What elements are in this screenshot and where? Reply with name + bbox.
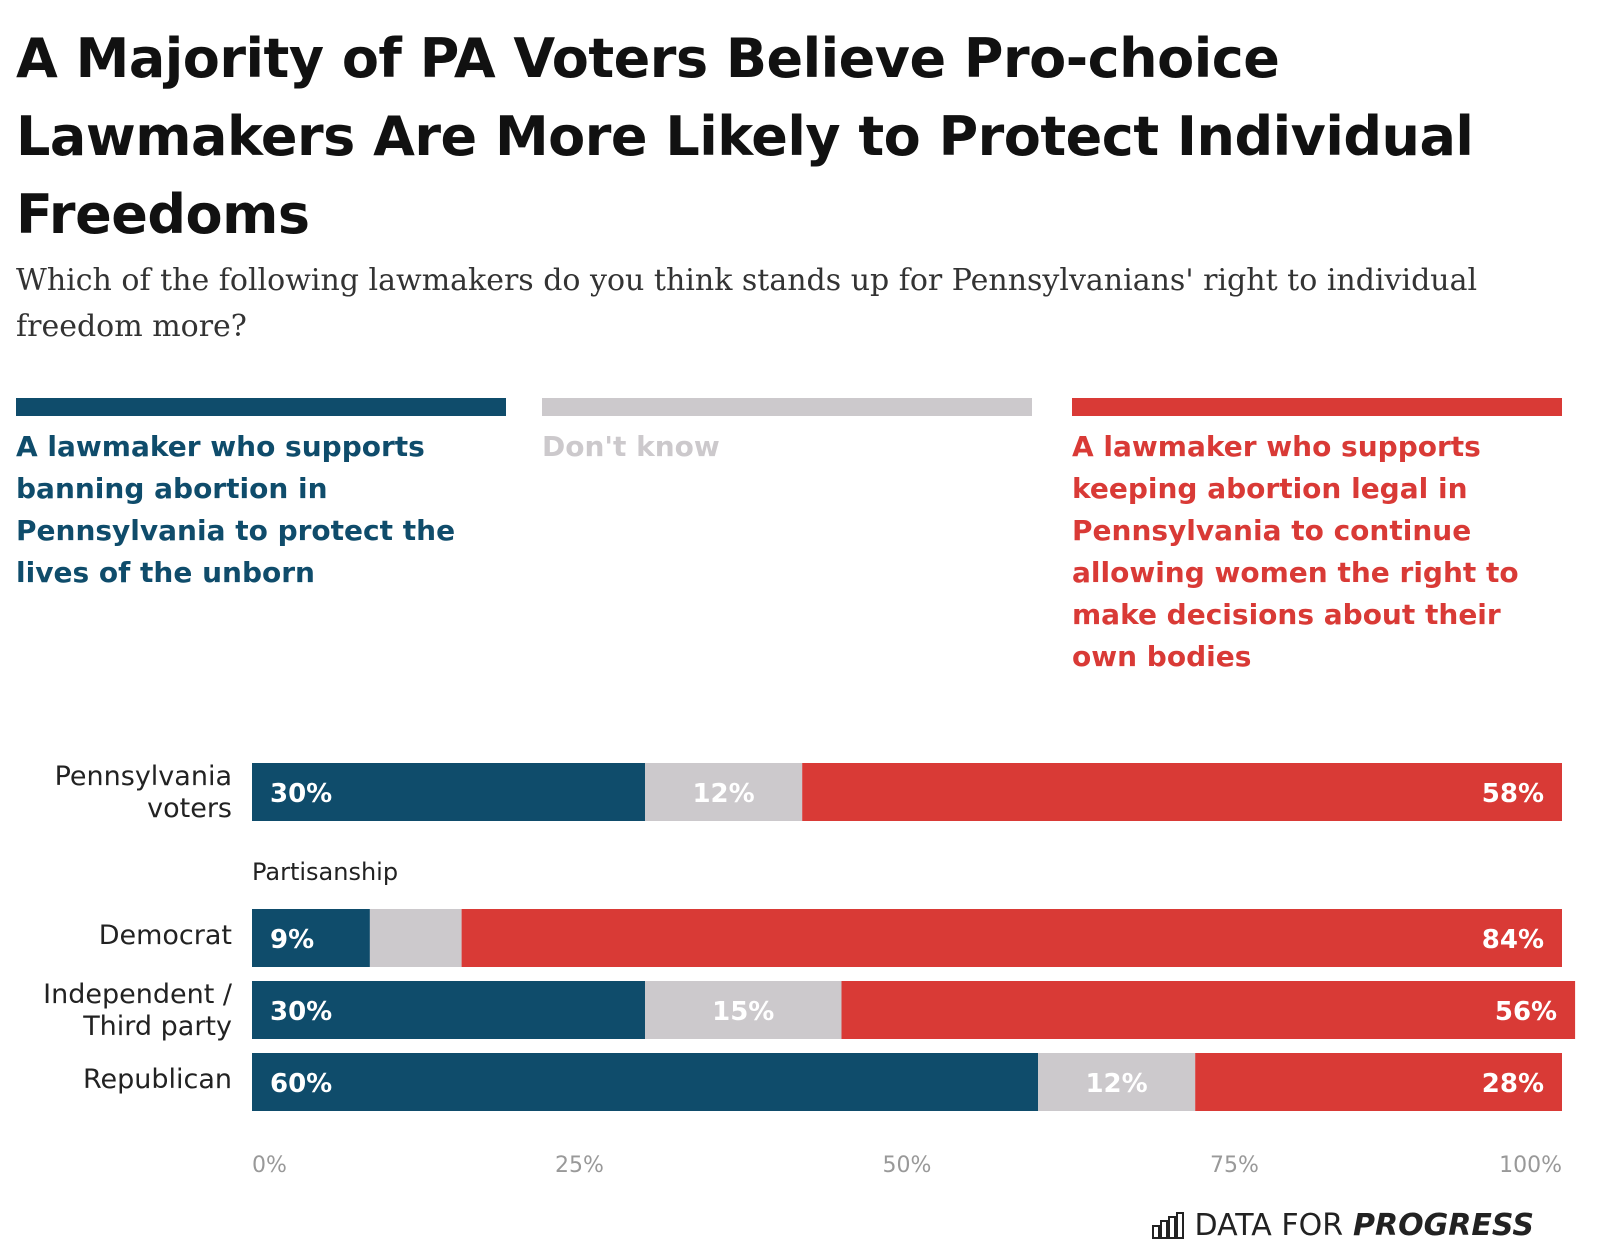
data-label-republican-ban: 60% (270, 1069, 332, 1099)
bar-democrat-ban (252, 909, 370, 967)
row-label-independent: Independent / Third party (43, 979, 232, 1042)
brand-prefix: DATA FOR (1194, 1208, 1344, 1243)
bar-democrat-dont-know (369, 909, 462, 967)
legend-swatch-legal (1072, 398, 1562, 416)
legend-label-ban: A lawmaker who supports banning abortion… (16, 430, 456, 589)
bar-chart-icon (1151, 1211, 1184, 1239)
bar-pennsylvania-voters-dont-know (645, 763, 803, 821)
bar-pennsylvania-voters-legal (802, 763, 1562, 821)
x-tick-label: 50% (883, 1153, 932, 1178)
row-label-pennsylvania-voters: Pennsylvania voters (54, 761, 232, 824)
legend-label-dont-know: Don't know (542, 430, 720, 463)
legend-item-ban: A lawmaker who supports banning abortion… (16, 398, 506, 594)
brand-logo: DATA FOR PROGRESS (1151, 1208, 1534, 1243)
bar-independent-legal (841, 981, 1576, 1039)
data-label-pennsylvania-voters-legal: 58% (1482, 779, 1544, 809)
x-tick-label: 0% (252, 1153, 287, 1178)
bar-pennsylvania-voters-ban (252, 763, 645, 821)
bar-republican-ban (252, 1053, 1038, 1111)
x-tick-label: 25% (555, 1153, 604, 1178)
legend-label-legal: A lawmaker who supports keeping abortion… (1072, 430, 1519, 673)
row-label-republican: Republican (82, 1064, 232, 1095)
data-label-democrat-legal: 84% (1482, 925, 1544, 955)
brand-emphasis: PROGRESS (1353, 1208, 1534, 1243)
data-label-republican-dont-know: 12% (1085, 1069, 1147, 1099)
chart-subtitle: Which of the following lawmakers do you … (16, 263, 1478, 344)
row-label-democrat: Democrat (98, 920, 232, 951)
bar-independent-ban (252, 981, 645, 1039)
legend-swatch-ban (16, 398, 506, 416)
bar-democrat-legal (461, 909, 1563, 967)
bar-republican-legal (1195, 1053, 1562, 1111)
bar-republican-dont-know (1038, 1053, 1196, 1111)
group-label-partisanship: Partisanship (252, 858, 399, 886)
data-label-independent-legal: 56% (1495, 997, 1557, 1027)
x-tick-label: 75% (1210, 1153, 1259, 1178)
legend-item-legal: A lawmaker who supports keeping abortion… (1072, 398, 1562, 678)
legend-item-dont-know: Don't know (542, 398, 1032, 468)
x-tick-label: 100% (1499, 1153, 1562, 1178)
data-label-pennsylvania-voters-dont-know: 12% (692, 779, 754, 809)
data-label-democrat-ban: 9% (270, 925, 314, 955)
data-label-pennsylvania-voters-ban: 30% (270, 779, 332, 809)
bar-independent-dont-know (645, 981, 842, 1039)
chart-title: A Majority of PA Voters Believe Pro-choi… (16, 27, 1474, 246)
data-label-independent-ban: 30% (270, 997, 332, 1027)
legend-swatch-dont-know (542, 398, 1032, 416)
data-label-republican-legal: 28% (1482, 1069, 1544, 1099)
data-label-independent-dont-know: 15% (712, 997, 774, 1027)
